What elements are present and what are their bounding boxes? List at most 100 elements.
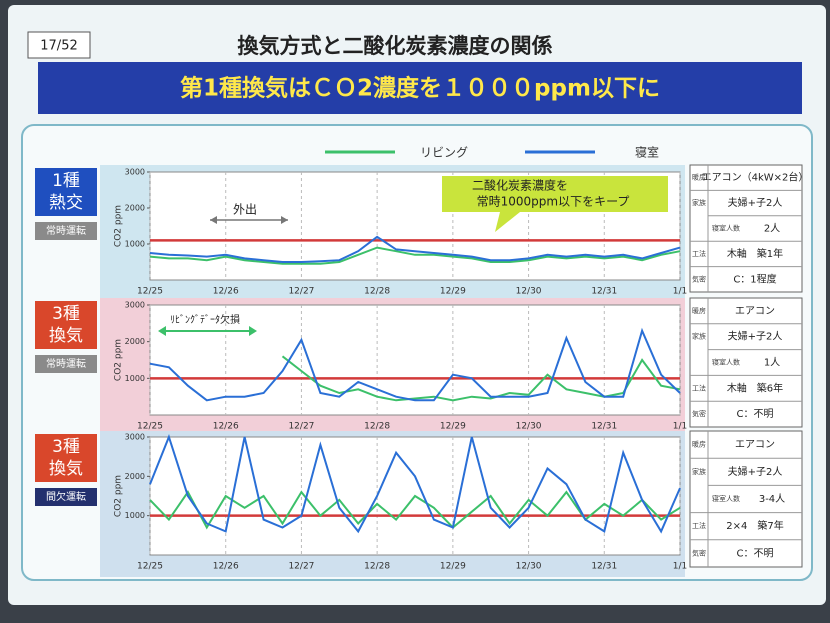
spec-value: エアコン xyxy=(735,440,775,451)
spec-label: 暖房 xyxy=(692,440,706,449)
x-tick-label: 1/1 xyxy=(673,422,687,432)
operation-label: 常時運転 xyxy=(46,224,86,237)
spec-value: 2×4 築7年 xyxy=(726,519,783,532)
spec-label: 家族 xyxy=(692,332,706,341)
spec-label: 気密 xyxy=(692,409,706,418)
spec-label: 寝室人数 xyxy=(712,358,740,367)
x-tick-label: 12/25 xyxy=(137,562,163,572)
spec-label: 家族 xyxy=(692,467,706,476)
x-tick-label: 1/1 xyxy=(673,562,687,572)
series-line xyxy=(149,434,681,534)
slide-title: 換気方式と二酸化炭素濃度の関係 xyxy=(238,34,553,58)
spec-label: 工法 xyxy=(692,383,706,392)
series-line xyxy=(149,327,681,402)
spec-label: 寝室人数 xyxy=(712,224,740,233)
spec-label: 気密 xyxy=(692,548,706,557)
y-tick-label: 2000 xyxy=(125,472,145,481)
x-tick-label: 12/30 xyxy=(516,422,542,432)
panel-type-label: 1種 xyxy=(52,171,80,191)
x-tick-label: 12/30 xyxy=(516,287,542,297)
y-tick-label: 2000 xyxy=(125,337,145,346)
spec-value: 2人 xyxy=(764,223,780,235)
y-tick-label: 3000 xyxy=(125,168,145,177)
x-tick-label: 12/28 xyxy=(364,562,390,572)
series-line xyxy=(281,355,681,402)
x-tick-label: 12/27 xyxy=(288,422,314,432)
spec-label: 気密 xyxy=(692,274,706,283)
x-tick-label: 12/31 xyxy=(591,287,617,297)
spec-value: エアコン（4kW×2台） xyxy=(702,171,809,184)
spec-value: 1人 xyxy=(764,357,780,369)
spec-label: 工法 xyxy=(692,249,706,258)
x-tick-label: 12/30 xyxy=(516,562,542,572)
y-tick-label: 3000 xyxy=(125,433,145,442)
panel-type-sub: 換気 xyxy=(49,459,83,479)
page-number: 17/52 xyxy=(40,39,77,54)
spec-value: 3-4人 xyxy=(759,493,785,505)
spec-label: 暖房 xyxy=(692,306,706,315)
spec-label: 暖房 xyxy=(692,173,706,182)
spec-table xyxy=(689,164,803,293)
spec-value: エアコン xyxy=(735,306,775,317)
spec-table xyxy=(689,430,803,568)
panel-type-label: 3種 xyxy=(52,304,80,324)
panel-type-sub: 熱交 xyxy=(49,193,83,213)
y-axis-label: CO2 ppm xyxy=(114,475,124,517)
spec-value: 木軸 築1年 xyxy=(727,247,783,260)
callout xyxy=(442,176,668,232)
x-tick-label: 12/31 xyxy=(591,562,617,572)
page-number-box xyxy=(27,31,91,59)
x-tick-label: 12/29 xyxy=(440,287,466,297)
banner xyxy=(38,62,802,114)
y-tick-label: 1000 xyxy=(125,240,145,249)
spec-label: 家族 xyxy=(692,198,706,207)
panel-type-box xyxy=(35,434,97,482)
panel-type-label: 3種 xyxy=(52,437,80,457)
legend-label: 寝室 xyxy=(635,145,659,160)
x-tick-label: 12/28 xyxy=(364,422,390,432)
spec-value: C：不明 xyxy=(737,547,774,559)
spec-value: C：不明 xyxy=(737,408,774,420)
operation-label: 間欠運転 xyxy=(46,490,86,503)
spec-value: 夫婦+子2人 xyxy=(728,466,783,478)
x-tick-label: 1/1 xyxy=(673,287,687,297)
series-line xyxy=(149,235,681,263)
panel-type-box xyxy=(35,301,97,349)
operation-box xyxy=(35,355,97,373)
spec-value: 夫婦+子2人 xyxy=(728,331,783,343)
operation-label: 常時運転 xyxy=(46,357,86,370)
series-line xyxy=(149,490,681,530)
y-tick-label: 1000 xyxy=(125,374,145,383)
spec-table xyxy=(689,297,803,428)
x-tick-label: 12/29 xyxy=(440,422,466,432)
spec-label: 工法 xyxy=(692,521,706,530)
operation-box xyxy=(35,488,97,506)
annotation: 常時1000ppm以下をキープ xyxy=(477,195,630,209)
panel-type-sub: 換気 xyxy=(49,326,83,346)
spec-label: 寝室人数 xyxy=(712,494,740,503)
y-axis-label: CO2 ppm xyxy=(114,205,124,247)
series-line xyxy=(149,246,681,265)
spec-value: C：1程度 xyxy=(733,272,776,285)
x-tick-label: 12/28 xyxy=(364,287,390,297)
y-tick-label: 2000 xyxy=(125,204,145,213)
x-tick-label: 12/26 xyxy=(213,287,239,297)
x-tick-label: 12/26 xyxy=(213,422,239,432)
y-tick-label: 3000 xyxy=(125,301,145,310)
operation-box xyxy=(35,222,97,240)
panel-type-box xyxy=(35,168,97,216)
annotation: 外出 xyxy=(233,203,257,217)
y-tick-label: 1000 xyxy=(125,511,145,520)
y-axis-label: CO2 ppm xyxy=(114,339,124,381)
x-tick-label: 12/26 xyxy=(213,562,239,572)
legend-label: リビング xyxy=(420,146,468,160)
x-tick-label: 12/25 xyxy=(137,422,163,432)
x-tick-label: 12/25 xyxy=(137,287,163,297)
x-tick-label: 12/27 xyxy=(288,287,314,297)
annotation: ﾘﾋﾞﾝｸﾞﾃﾞｰﾀ欠損 xyxy=(170,313,240,326)
banner-text: 第1種換気はＣＯ2濃度を１０００ppm以下に xyxy=(180,75,660,102)
spec-value: 木軸 築6年 xyxy=(727,381,783,394)
x-tick-label: 12/29 xyxy=(440,562,466,572)
